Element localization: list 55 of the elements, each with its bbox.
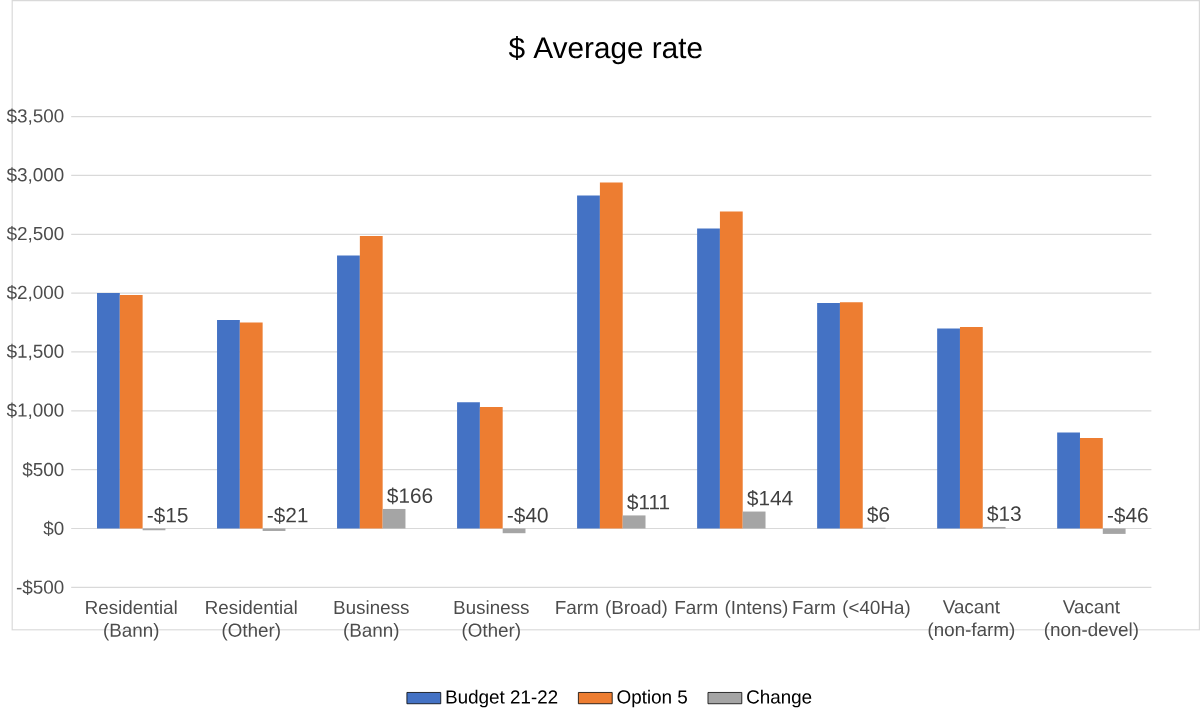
x-tick-label: Farm (Broad) xyxy=(556,600,667,618)
bar xyxy=(479,406,503,529)
bar xyxy=(959,326,983,529)
bar xyxy=(697,228,720,529)
bar xyxy=(457,402,480,529)
bar xyxy=(1079,437,1103,529)
data-label: -$40 xyxy=(507,506,548,524)
chart-title: $ Average rate xyxy=(508,35,702,65)
bar xyxy=(502,528,526,534)
y-tick-label: $1,000 xyxy=(6,402,64,419)
y-tick-label: $2,000 xyxy=(6,284,64,302)
y-tick-label: $0 xyxy=(43,520,64,536)
y-tick-label: $500 xyxy=(22,461,64,478)
bar xyxy=(839,302,863,529)
bar xyxy=(382,508,406,529)
bar xyxy=(742,511,766,529)
bar xyxy=(577,195,600,529)
bar xyxy=(239,322,263,529)
bar xyxy=(217,319,240,529)
legend-label: Change xyxy=(747,689,812,708)
bar xyxy=(719,211,743,529)
y-tick-label: $1,500 xyxy=(6,343,64,360)
legend-label: Budget 21-22 xyxy=(446,689,558,708)
bar xyxy=(622,515,646,529)
x-tick-label: Business (Other) xyxy=(454,600,529,641)
x-tick-label: Residential (Other) xyxy=(206,600,297,641)
data-label: $13 xyxy=(987,505,1021,523)
bar xyxy=(97,292,120,529)
x-tick-label: Vacant (non-farm) xyxy=(928,600,1015,640)
bar xyxy=(337,255,360,529)
bar xyxy=(359,235,383,529)
legend-label: Option 5 xyxy=(617,689,687,708)
data-label: -$15 xyxy=(147,506,188,524)
bar xyxy=(599,182,623,529)
x-tick-label: Farm (<40Ha) xyxy=(793,600,910,618)
y-tick-label: $3,500 xyxy=(6,108,64,125)
y-tick-label: $2,500 xyxy=(6,225,64,243)
data-label: -$21 xyxy=(267,506,308,524)
y-tick-label: -$500 xyxy=(16,579,64,595)
bar xyxy=(817,302,840,529)
bar xyxy=(937,328,960,529)
x-tick-label: Business (Bann) xyxy=(334,600,409,641)
bar xyxy=(262,528,286,531)
bar xyxy=(1057,432,1080,529)
bar xyxy=(1102,528,1126,534)
y-tick-label: $3,000 xyxy=(6,167,64,184)
bar xyxy=(119,294,143,529)
data-label: $6 xyxy=(867,506,890,523)
x-tick-label: Vacant (non-devel) xyxy=(1044,600,1138,640)
x-tick-label: Farm (Intens) xyxy=(675,600,788,618)
data-label: $166 xyxy=(387,487,433,505)
data-label: -$46 xyxy=(1107,506,1148,524)
data-label: $144 xyxy=(747,489,793,507)
x-tick-label: Residential (Bann) xyxy=(86,600,177,641)
data-label: $111 xyxy=(627,493,670,511)
